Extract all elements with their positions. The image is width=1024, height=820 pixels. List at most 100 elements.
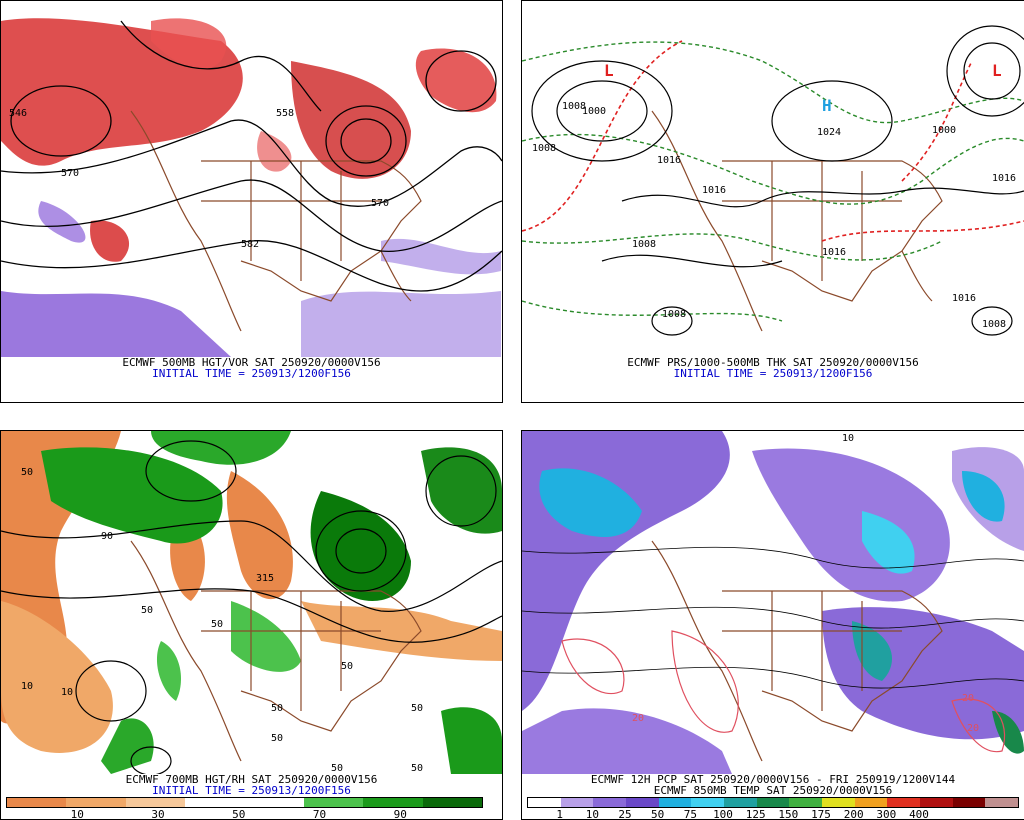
colorbar-swatch [593, 798, 627, 807]
colorbar-swatch [244, 798, 304, 807]
colorbar-swatch [952, 798, 986, 807]
panel-500mb-height-vorticity: 546 558 570 570 582 ECMWF 500MB HGT/VOR … [0, 0, 503, 403]
colorbar-swatch [303, 798, 364, 807]
panel-title: ECMWF PRS/1000-500MB THK SAT 250920/0000… [627, 356, 919, 369]
moist-area [41, 447, 223, 544]
isobar-label: 1008 [562, 101, 586, 112]
contour-label: 582 [241, 239, 259, 250]
colorbar-swatch [626, 798, 659, 807]
colorbar-swatch [887, 798, 921, 807]
colorbar-tick-label: 125 [745, 808, 766, 820]
colorbar-tick-label: 75 [683, 808, 697, 820]
isobar-label: 1008 [982, 319, 1006, 330]
panel-title: ECMWF 500MB HGT/VOR SAT 250920/0000V156 [122, 356, 381, 369]
colorbar-tick-label: 200 [843, 808, 864, 820]
panel-title: ECMWF 700MB HGT/RH SAT 250920/0000V156 [125, 773, 378, 786]
temp-contours [522, 546, 1024, 689]
colorbar-swatch [185, 798, 245, 807]
panel-700mb-height-rh: 50 10 10 90 50 50 50 50 50 50 50 50 315 … [0, 430, 503, 820]
colorbar-tick-label: 25 [618, 808, 632, 820]
colorbar-swatch [658, 798, 692, 807]
contour-label: 10 [842, 433, 854, 444]
colorbar-tick-label: 30 [151, 808, 165, 820]
isobar-label: 1008 [662, 309, 686, 320]
contour-label: 50 [411, 703, 423, 714]
thickness-contours [522, 41, 1024, 322]
height-contours [1, 20, 502, 292]
colorbar-swatch [125, 798, 186, 807]
contour-label: 10 [21, 681, 33, 692]
isobars [531, 25, 1024, 336]
map-borders [651, 110, 943, 332]
precip-colorbar-ticks: 1 10 25 50 75 100 125 150 175 200 300 400 [527, 808, 1017, 820]
contour-label: 90 [101, 531, 113, 542]
panel-title: ECMWF 12H PCP SAT 250920/0000V156 - FRI … [590, 773, 956, 786]
isobar-label: 1024 [817, 127, 841, 138]
colorbar-tick-label: 300 [876, 808, 897, 820]
contour-label: 315 [256, 573, 274, 584]
contour-label: 50 [141, 605, 153, 616]
low-marker: L [992, 61, 1002, 80]
colorbar-swatch [789, 798, 823, 807]
contour-label: 10 [61, 687, 73, 698]
high-marker: H [822, 96, 832, 115]
initial-time: INITIAL TIME = 250913/1200F156 [152, 367, 351, 380]
rh-colorbar-ticks: 10 30 50 70 90 [6, 808, 481, 820]
contour-label: 50 [21, 467, 33, 478]
colorbar-tick-label: 400 [909, 808, 929, 820]
colorbar-swatch [7, 798, 67, 807]
contour-label: 50 [271, 733, 283, 744]
low-marker: L [604, 61, 614, 80]
colorbar-swatch [528, 798, 561, 807]
contour-label: 50 [271, 703, 283, 714]
map-700mb: 50 10 10 90 50 50 50 50 50 50 50 50 315 [1, 431, 502, 774]
colorbar-swatch [691, 798, 725, 807]
contour-label: 570 [371, 198, 389, 209]
isobar-label: 1016 [657, 155, 681, 166]
contour-label: 20 [962, 693, 974, 704]
neg-vorticity-area [1, 291, 231, 357]
colorbar-swatch [66, 798, 126, 807]
colorbar-tick-label: 175 [811, 808, 831, 820]
panel-subtitle: ECMWF 850MB TEMP SAT 250920/0000V156 [653, 784, 893, 797]
contour-label: 50 [211, 619, 223, 630]
map-borders [651, 540, 943, 762]
height-contours [1, 440, 502, 774]
colorbar-tick-label: 50 [651, 808, 665, 820]
panel-pressure-thickness: 1000 1008 1016 1016 1024 1008 1016 1008 … [521, 0, 1024, 403]
colorbar-swatch [756, 798, 790, 807]
colorbar-swatch [985, 798, 1019, 807]
colorbar-tick-label: 10 [585, 808, 599, 820]
colorbar-tick-label: 10 [70, 808, 84, 820]
map-borders [130, 110, 422, 332]
contour-label: 50 [411, 763, 423, 774]
colorbar-tick-label: 1 [556, 808, 563, 820]
isobar-label: 1008 [632, 239, 656, 250]
contour-label: 558 [276, 108, 294, 119]
isobar-label: 1000 [932, 125, 956, 136]
isobar-label: 1016 [952, 293, 976, 304]
isobar-label: 1008 [532, 143, 556, 154]
contour-label: 20 [967, 723, 979, 734]
initial-time: INITIAL TIME = 250913/1200F156 [152, 784, 351, 797]
colorbar-tick-label: 100 [713, 808, 733, 820]
colorbar-swatch [363, 798, 423, 807]
map-500mb: 546 558 570 570 582 [1, 13, 502, 357]
contour-label: 546 [9, 108, 27, 119]
colorbar-swatch [560, 798, 594, 807]
map-borders [130, 540, 422, 762]
map-pressure: 1000 1008 1016 1016 1024 1008 1016 1008 … [522, 25, 1024, 336]
rh-colorbar [6, 797, 483, 808]
colorbar-swatch [422, 798, 482, 807]
colorbar-swatch [920, 798, 953, 807]
isobar-label: 1016 [822, 247, 846, 258]
precip-colorbar [527, 797, 1019, 808]
isobar-label: 1000 [582, 106, 606, 117]
initial-time: INITIAL TIME = 250913/1200F156 [673, 367, 873, 380]
contour-label: 50 [341, 661, 353, 672]
thickness-540-contour [522, 40, 1024, 242]
isobar-label: 1016 [702, 185, 726, 196]
isobar-label: 1016 [992, 173, 1016, 184]
contour-label: 570 [61, 168, 79, 179]
colorbar-tick-label: 150 [778, 808, 799, 820]
